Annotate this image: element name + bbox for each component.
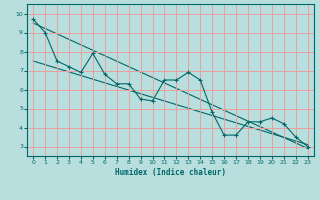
X-axis label: Humidex (Indice chaleur): Humidex (Indice chaleur): [115, 168, 226, 177]
